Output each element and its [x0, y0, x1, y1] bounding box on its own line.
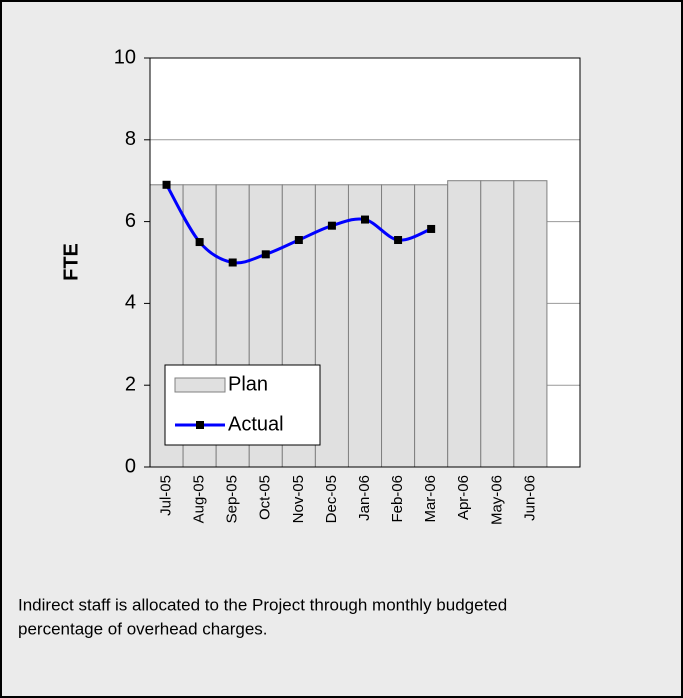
bar	[447, 180, 482, 468]
legend-label: Plan	[228, 373, 268, 395]
x-tick-label: Feb-06	[389, 475, 406, 523]
x-tick-label: Oct-05	[257, 475, 274, 520]
x-tick-label: Sep-05	[224, 475, 241, 523]
marker	[162, 180, 171, 189]
x-tick-label: Jul-05	[158, 475, 175, 516]
y-tick-label: 10	[114, 46, 136, 68]
y-tick-label: 0	[125, 455, 136, 477]
x-tick-label: Dec-05	[323, 475, 340, 523]
marker	[195, 238, 204, 247]
plot-border	[149, 57, 581, 468]
legend-label: Actual	[228, 413, 284, 435]
y-tick-label: 4	[125, 292, 136, 314]
marker	[427, 224, 436, 233]
legend-swatch	[196, 421, 204, 429]
bar	[513, 180, 548, 468]
marker	[394, 236, 403, 245]
marker	[361, 215, 369, 224]
x-tick-label: Aug-05	[191, 475, 208, 523]
x-tick-label: May-06	[488, 475, 505, 525]
marker	[327, 221, 336, 230]
caption: Indirect staff is allocated to the Proje…	[18, 595, 507, 614]
bar	[381, 184, 416, 468]
x-tick-label: Jun-06	[521, 475, 538, 521]
legend-swatch	[174, 377, 226, 393]
x-tick-label: Nov-05	[290, 475, 307, 523]
marker	[228, 258, 237, 267]
x-tick-label: Apr-06	[455, 475, 472, 520]
caption: percentage of overhead charges.	[18, 619, 268, 638]
y-tick-label: 8	[125, 128, 136, 150]
bar	[480, 180, 515, 468]
y-axis-label: FTE	[60, 243, 82, 281]
y-tick-label: 6	[125, 210, 136, 232]
marker	[261, 250, 270, 259]
x-tick-label: Mar-06	[422, 475, 439, 523]
marker	[294, 236, 303, 245]
x-tick-label: Jan-06	[356, 475, 373, 521]
y-tick-label: 2	[125, 373, 136, 395]
bar	[347, 184, 383, 468]
